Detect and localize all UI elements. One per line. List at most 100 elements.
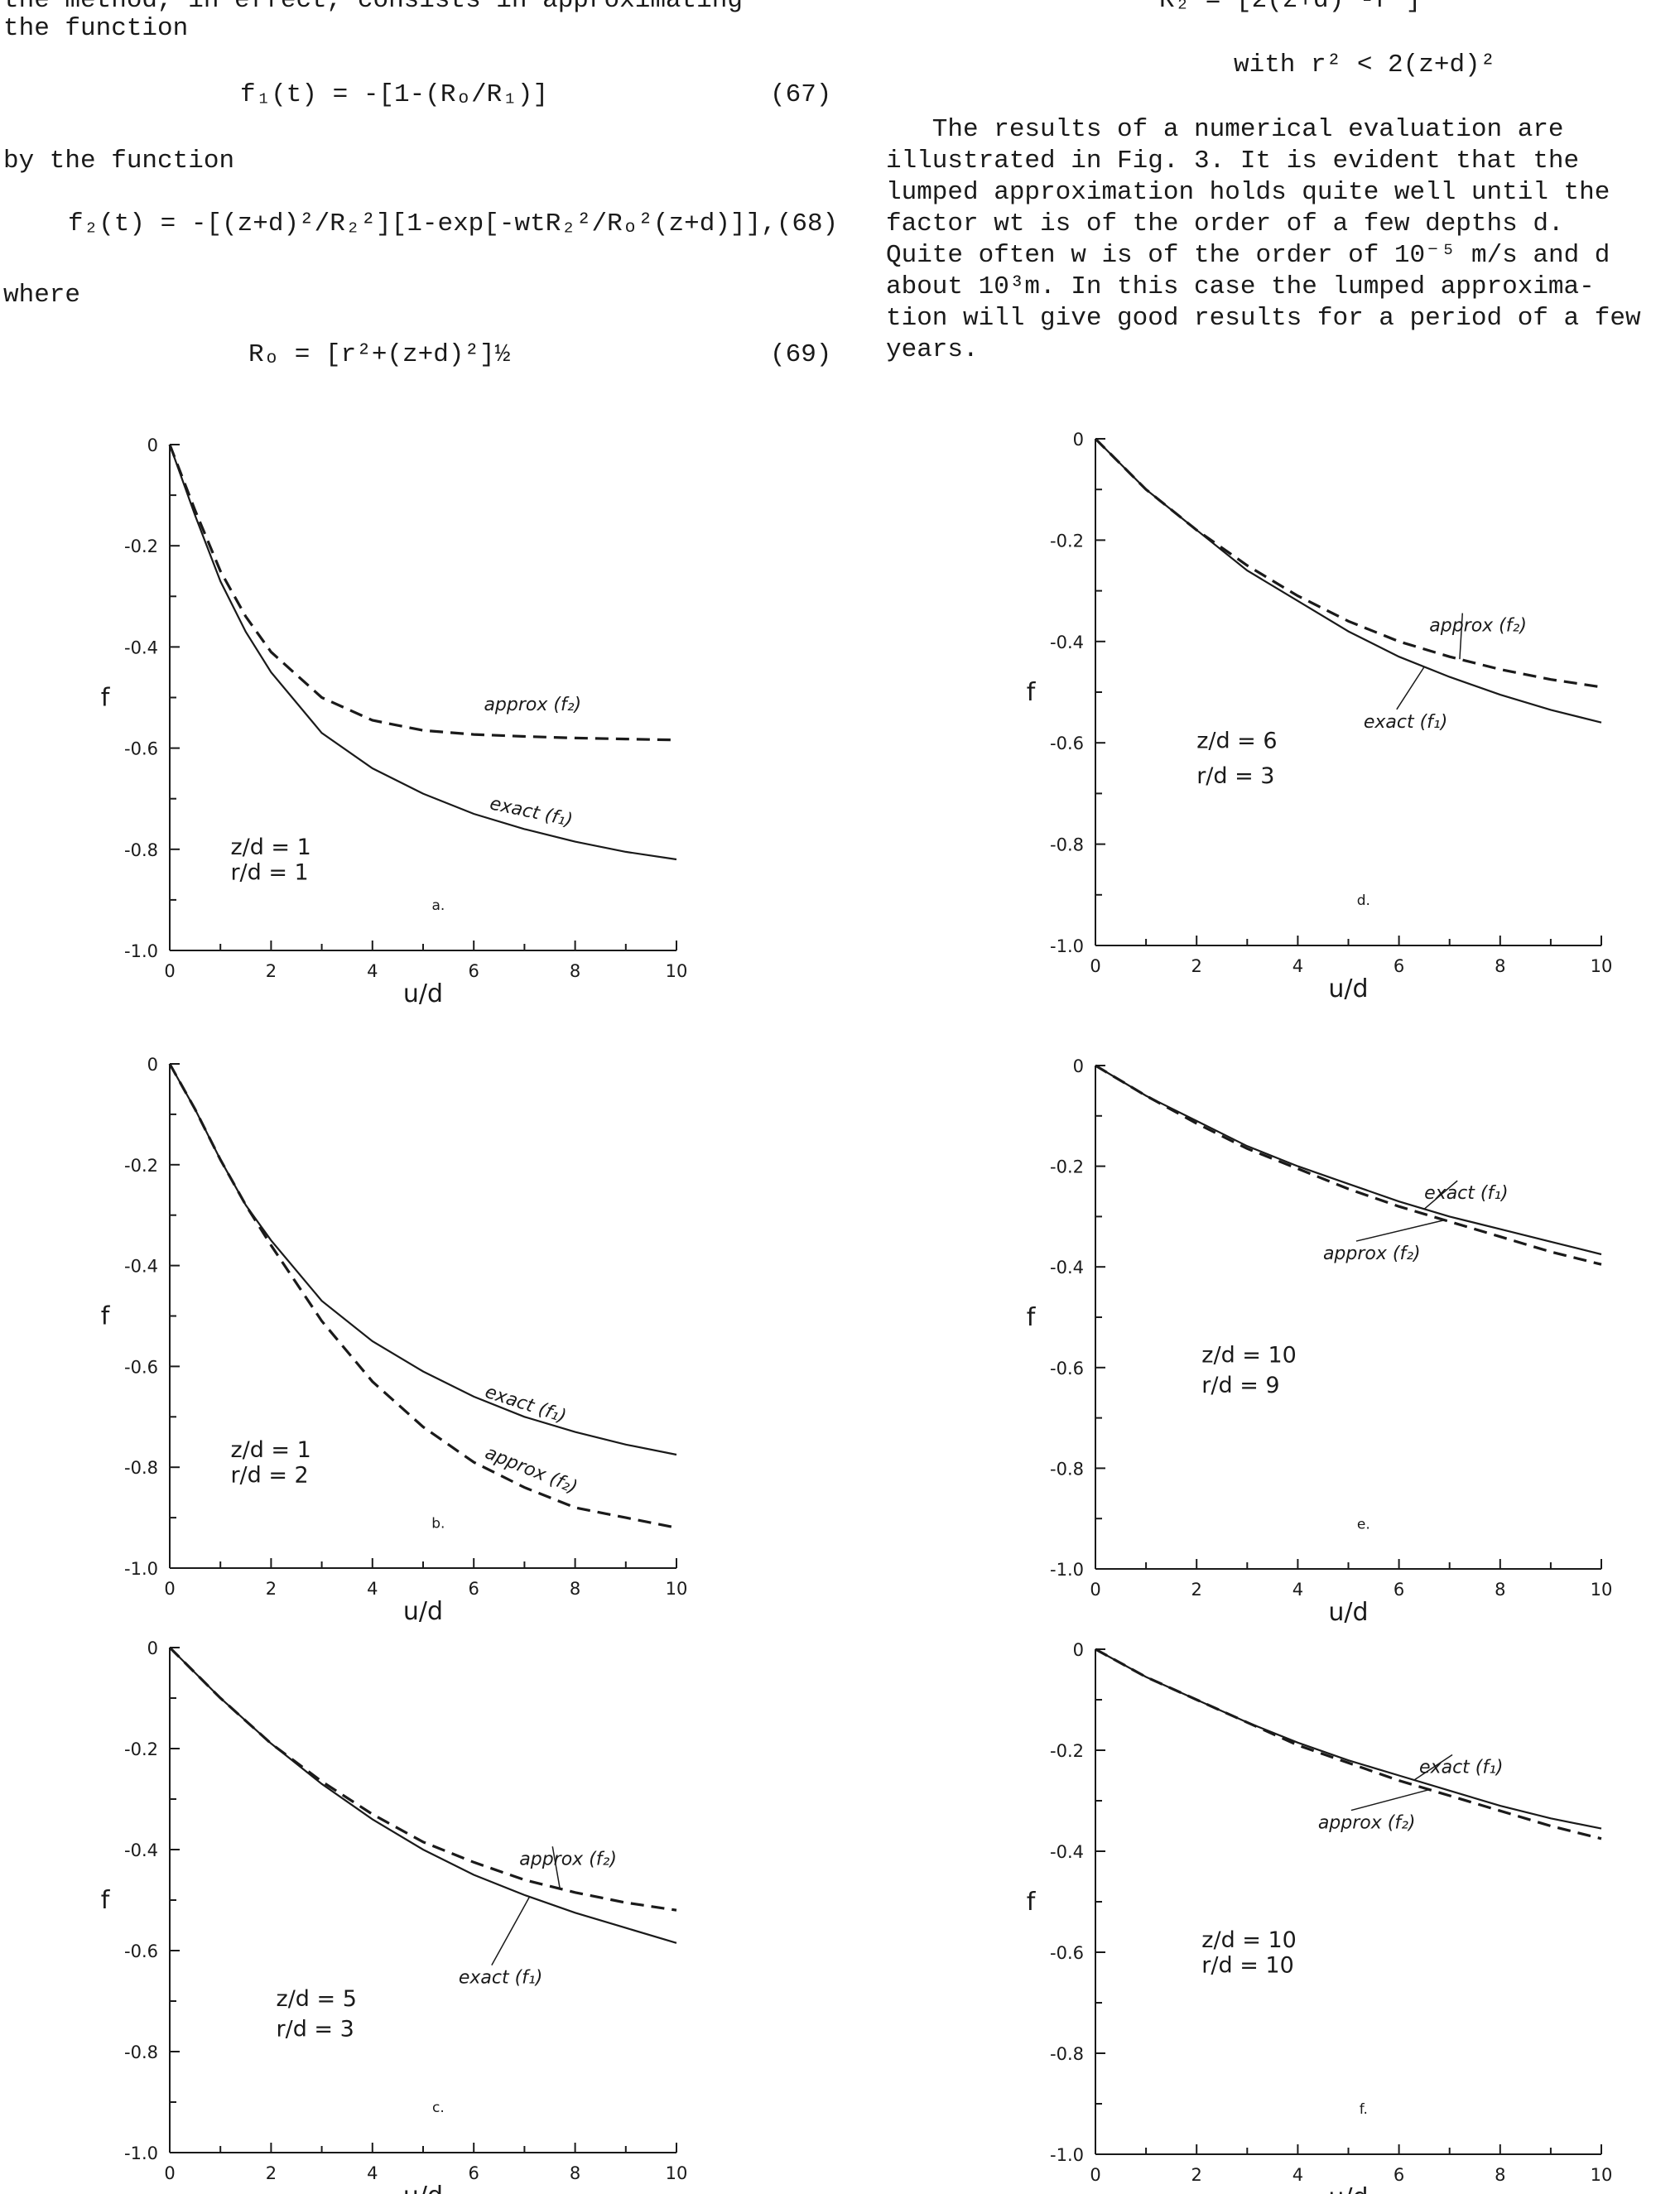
x-tick-label: 8: [570, 2163, 580, 2183]
exact-curve-label: exact (f₁): [1419, 1757, 1503, 1778]
intro-line-1: the method, in effect, consists in appro…: [3, 0, 743, 15]
y-axis-title: f: [1027, 1303, 1037, 1332]
exact-curve-label: exact (f₁): [1364, 712, 1447, 733]
x-tick-label: 6: [1394, 956, 1404, 976]
x-tick-label: 8: [1495, 956, 1505, 976]
x-axis-title: u/d: [1328, 2183, 1368, 2194]
r-over-d-annotation: r/d = 10: [1201, 1952, 1293, 1978]
exact-curve: [168, 444, 677, 861]
paragraph-line-5: Quite often w is of the order of 10⁻⁵ m/…: [886, 241, 1610, 270]
z-over-d-annotation: z/d = 6: [1196, 728, 1277, 753]
x-tick-label: 0: [1090, 2165, 1100, 2185]
x-tick-label: 2: [266, 961, 277, 981]
exact-curve-label: exact (f₁): [459, 1968, 542, 1989]
y-tick-label: -1.0: [124, 2143, 158, 2163]
x-tick-label: 2: [266, 1579, 277, 1599]
y-tick-label: -0.4: [124, 1257, 158, 1277]
y-tick-label: -0.6: [124, 1357, 158, 1377]
x-axis-title: u/d: [1328, 974, 1368, 1003]
x-tick-label: 8: [570, 1579, 580, 1599]
y-tick-label: -0.8: [124, 840, 158, 860]
x-axis-title: u/d: [1328, 1598, 1368, 1627]
exact-label-leader: [1423, 1180, 1458, 1210]
x-tick-label: 10: [666, 1579, 688, 1599]
y-tick-label: -0.8: [1050, 1459, 1084, 1479]
x-tick-label: 4: [367, 961, 378, 981]
equation-69-number: (69): [770, 340, 832, 369]
exact-curve: [1095, 1648, 1602, 1830]
y-tick-label: -0.8: [124, 2042, 158, 2062]
y-tick-label: -0.8: [1050, 835, 1084, 855]
y-tick-label: -0.6: [1050, 734, 1084, 753]
intro-line-2: the function: [3, 14, 189, 43]
exact-curve: [1095, 1065, 1602, 1256]
approx-curve-label: approx (f₂): [519, 1849, 617, 1869]
y-axis-title: f: [1027, 1888, 1037, 1917]
approx-curve-label: approx (f₂): [1323, 1244, 1421, 1264]
y-tick-label: 0: [147, 435, 158, 455]
x-tick-label: 4: [367, 2163, 378, 2183]
y-tick-label: -0.8: [124, 1458, 158, 1478]
equation-69: Rₒ = [r²+(z+d)²]½: [248, 340, 511, 369]
z-over-d-annotation: z/d = 10: [1201, 1927, 1297, 1953]
y-tick-label: -0.6: [1050, 1943, 1084, 1963]
approx-curve: [168, 1063, 677, 1529]
by-the-function-text: by the function: [3, 147, 235, 176]
right-equation-condition: with r² < 2(z+d)²: [1234, 51, 1496, 79]
x-tick-label: 2: [266, 2163, 277, 2183]
r-over-d-annotation: r/d = 2: [230, 1462, 308, 1488]
paragraph-line-4: factor wt is of the order of a few depth…: [886, 209, 1564, 238]
r-over-d-annotation: r/d = 3: [277, 2017, 354, 2042]
panel-letter: d.: [1357, 893, 1370, 909]
x-tick-label: 4: [1292, 2165, 1303, 2185]
exact-label-leader: [1396, 666, 1425, 710]
x-tick-label: 6: [1394, 1580, 1404, 1600]
y-tick-label: -0.2: [1050, 1157, 1084, 1177]
panel-letter: c.: [432, 2100, 445, 2116]
y-tick-label: -0.4: [124, 1840, 158, 1860]
approx-curve: [168, 444, 677, 742]
paragraph-line-6: about 10³m. In this case the lumped appr…: [886, 272, 1595, 301]
x-tick-label: 8: [1495, 2165, 1505, 2185]
x-tick-label: 6: [469, 961, 479, 981]
x-tick-label: 10: [1591, 2165, 1613, 2185]
y-tick-label: -0.6: [124, 1941, 158, 1961]
x-tick-label: 2: [1191, 2165, 1202, 2185]
x-axis-title: u/d: [403, 1597, 443, 1626]
y-tick-label: -0.4: [1050, 1842, 1084, 1862]
z-over-d-annotation: z/d = 10: [1201, 1343, 1297, 1369]
x-tick-label: 10: [666, 961, 688, 981]
approx-curve-label: approx (f₂): [1429, 616, 1527, 637]
panel-letter: f.: [1360, 2101, 1368, 2118]
x-tick-label: 4: [367, 1579, 378, 1599]
where-text: where: [3, 281, 81, 310]
x-tick-label: 0: [164, 1579, 175, 1599]
x-tick-label: 0: [1090, 956, 1100, 976]
approx-curve: [168, 1646, 677, 1912]
y-tick-label: 0: [1073, 1640, 1084, 1660]
r-over-d-annotation: r/d = 3: [1196, 763, 1274, 789]
x-axis-title: u/d: [403, 2182, 443, 2194]
x-tick-label: 4: [1292, 956, 1303, 976]
y-tick-label: -0.2: [124, 1739, 158, 1759]
z-over-d-annotation: z/d = 5: [277, 1986, 357, 2012]
approx-label-leader: [1350, 1788, 1430, 1811]
r-over-d-annotation: r/d = 9: [1201, 1373, 1279, 1398]
x-tick-label: 10: [666, 2163, 688, 2183]
approx-label-leader: [1355, 1219, 1445, 1242]
approx-label-leader: [1459, 613, 1464, 660]
approx-curve-label: approx (f₂): [484, 695, 581, 715]
right-equation: R₂ = [2(z+d)²-r²]: [1159, 0, 1422, 15]
paragraph-line-1: The results of a numerical evaluation ar…: [886, 115, 1564, 144]
exact-label-leader: [1413, 1754, 1453, 1781]
paragraph-line-7: tion will give good results for a period…: [886, 304, 1641, 333]
panel-letter: b.: [431, 1515, 445, 1532]
y-tick-label: 0: [1073, 1056, 1084, 1076]
z-over-d-annotation: z/d = 1: [230, 1437, 310, 1463]
y-tick-label: -0.2: [1050, 531, 1084, 551]
